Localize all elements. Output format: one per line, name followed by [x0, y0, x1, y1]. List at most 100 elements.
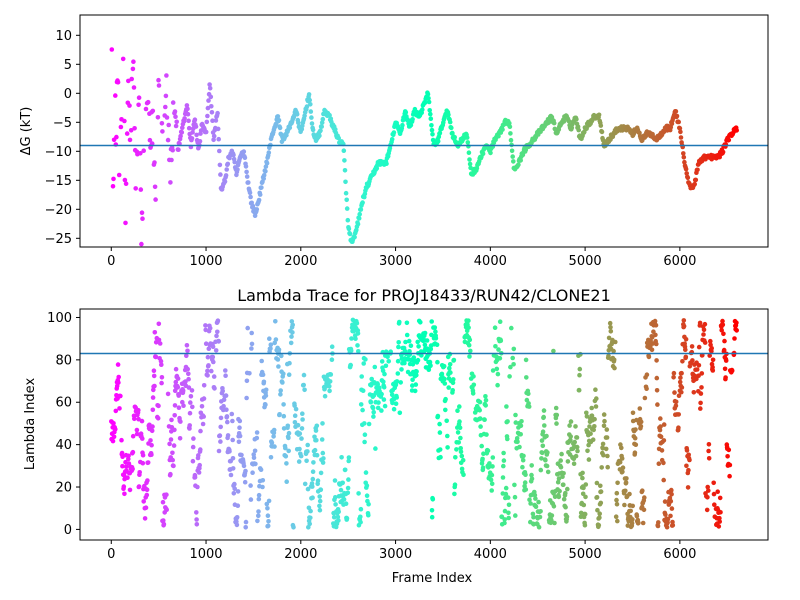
- lambda-point: [696, 373, 701, 379]
- lambda-point: [659, 448, 665, 453]
- lambda-point: [237, 425, 242, 431]
- lambda-point: [333, 502, 338, 507]
- delta-g-point: [197, 139, 203, 144]
- lambda-point: [721, 331, 726, 337]
- lambda-point: [140, 460, 146, 466]
- delta-g-point: [467, 161, 473, 167]
- lambda-point: [254, 435, 260, 441]
- delta-g-point: [684, 171, 689, 176]
- lambda-point: [137, 470, 142, 475]
- lambda-point: [298, 453, 304, 459]
- lambda-point: [322, 393, 328, 399]
- delta-g-point: [217, 162, 223, 168]
- lambda-point: [701, 332, 706, 337]
- lambda-point: [435, 413, 441, 419]
- lambda-point: [468, 348, 473, 354]
- delta-g-point: [400, 122, 405, 128]
- delta-g-point: [681, 151, 686, 156]
- delta-g-point: [683, 166, 689, 172]
- delta-g-point: [336, 135, 342, 141]
- lambda-point: [614, 501, 620, 507]
- delta-g-point: [128, 128, 134, 133]
- lambda-point: [164, 507, 169, 512]
- delta-g-point: [159, 121, 165, 126]
- delta-g-point: [317, 133, 322, 139]
- lambda-point: [501, 458, 507, 463]
- lambda-point: [280, 380, 285, 385]
- lambda-point: [372, 364, 378, 370]
- lambda-point: [571, 461, 577, 467]
- lambda-y-ticks: 0 20 40 60 80 100: [47, 311, 80, 538]
- delta-g-point: [209, 110, 215, 115]
- lambda-point: [665, 516, 671, 522]
- lambda-point: [689, 344, 695, 349]
- lambda-point: [121, 473, 127, 478]
- lambda-point: [379, 391, 384, 397]
- delta-g-point: [508, 137, 514, 143]
- lambda-point: [363, 470, 369, 475]
- lambda-point: [408, 343, 414, 349]
- delta-g-point: [452, 135, 458, 140]
- lambda-point: [149, 452, 154, 458]
- lambda-point: [671, 370, 677, 376]
- lambda-point: [395, 371, 401, 376]
- lambda-point: [161, 521, 167, 527]
- delta-g-point: [244, 169, 249, 175]
- lambda-point: [289, 319, 295, 324]
- delta-g-point: [695, 167, 700, 173]
- lambda-point: [245, 325, 250, 331]
- delta-g-point: [126, 78, 131, 84]
- lambda-point: [722, 338, 727, 344]
- lambda-point: [442, 376, 447, 382]
- lambda-point: [348, 348, 354, 354]
- lambda-point: [549, 518, 554, 523]
- delta-g-point: [569, 125, 575, 131]
- lambda-point: [623, 488, 628, 494]
- lambda-point: [658, 434, 664, 440]
- lambda-point: [286, 435, 291, 441]
- delta-g-plot-frame: [79, 14, 769, 248]
- lambda-point: [178, 419, 183, 424]
- lambda-point: [446, 385, 452, 390]
- delta-g-point: [309, 121, 315, 126]
- lambda-point: [142, 516, 148, 521]
- lambda-point: [278, 388, 284, 393]
- lambda-point: [683, 347, 688, 353]
- delta-g-point: [480, 151, 486, 157]
- lambda-point: [225, 433, 231, 438]
- lambda-point: [345, 485, 351, 491]
- lambda-point: [340, 480, 346, 486]
- delta-g-point: [437, 130, 443, 136]
- lambda-point: [563, 490, 568, 496]
- lambda-point: [551, 348, 556, 354]
- lambda-point: [327, 384, 332, 389]
- lambda-point: [310, 476, 316, 482]
- lambda-point: [328, 372, 334, 377]
- delta-g-point: [391, 130, 397, 135]
- lambda-point: [254, 430, 260, 435]
- lambda-point: [687, 457, 692, 463]
- lambda-point: [281, 413, 287, 419]
- lambda-point: [386, 359, 392, 364]
- lambda-point: [301, 372, 307, 378]
- lambda-point: [611, 348, 616, 354]
- lambda-point: [234, 522, 240, 528]
- lambda-point: [536, 524, 542, 530]
- delta-g-point: [447, 119, 453, 125]
- lambda-point: [589, 405, 594, 411]
- lambda-point: [457, 425, 463, 431]
- lambda-point: [175, 385, 181, 390]
- lambda-point: [450, 380, 456, 386]
- delta-g-point: [677, 126, 683, 131]
- lambda-point: [565, 486, 570, 492]
- lambda-point: [634, 417, 639, 423]
- lambda-point: [346, 477, 351, 482]
- lambda-point: [159, 362, 164, 368]
- lambda-point: [302, 387, 307, 393]
- lambda-point: [185, 366, 190, 372]
- lambda-point: [381, 385, 387, 390]
- lambda-point: [489, 488, 495, 493]
- delta-g-point: [152, 184, 158, 190]
- lambda-point: [272, 444, 277, 449]
- lambda-point: [410, 377, 415, 383]
